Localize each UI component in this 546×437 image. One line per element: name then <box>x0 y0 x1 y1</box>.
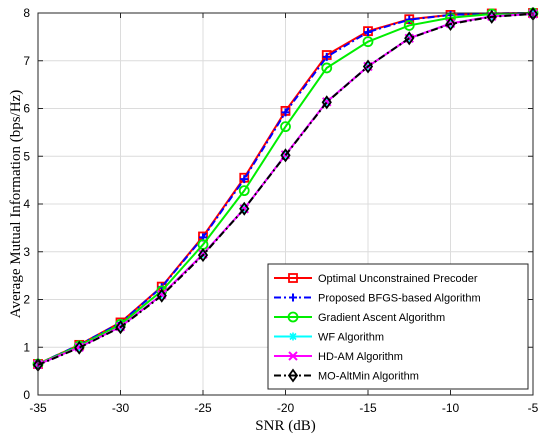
legend-marker <box>289 332 297 341</box>
y-tick-label: 7 <box>23 54 30 68</box>
data-point <box>362 36 374 48</box>
data-point <box>156 288 167 303</box>
series-layer <box>32 6 539 372</box>
y-tick-label: 2 <box>23 293 30 307</box>
y-tick-label: 1 <box>23 340 30 354</box>
y-tick-label: 5 <box>23 149 30 163</box>
data-point <box>403 20 415 31</box>
x-tick-label: -30 <box>112 401 130 415</box>
legend-label: HD-AM Algorithm <box>318 351 403 363</box>
legend-item: Gradient Ascent Algorithm <box>274 311 445 324</box>
data-point <box>321 62 333 74</box>
legend-label: Optimal Unconstrained Precoder <box>318 273 478 285</box>
series-6-group <box>32 6 539 372</box>
x-tick-label: -35 <box>29 401 47 415</box>
y-tick-label: 6 <box>23 102 30 116</box>
data-point <box>238 185 250 197</box>
x-tick-label: -5 <box>528 401 539 415</box>
y-tick-label: 3 <box>23 245 30 259</box>
x-tick-label: -25 <box>194 401 212 415</box>
series-line <box>37 12 534 366</box>
data-point <box>322 52 331 61</box>
x-tick-label: -15 <box>359 401 377 415</box>
data-point <box>321 95 332 110</box>
y-axis-label: Average Mutual Information (bps/Hz) <box>8 90 24 318</box>
legend-label: Proposed BFGS-based Algorithm <box>318 293 481 305</box>
data-point <box>74 340 85 355</box>
data-point <box>405 15 414 24</box>
data-point <box>197 248 209 263</box>
axis-ticks: -35 -30 -25 -20 -15 -10 -5 0 1 2 3 4 5 6 7 8 <box>23 6 538 415</box>
legend-label: WF Algorithm <box>318 332 384 344</box>
data-point <box>362 59 374 74</box>
data-point <box>281 108 290 117</box>
legend-marker <box>287 368 299 383</box>
legend-marker <box>288 273 298 283</box>
data-point <box>486 9 497 24</box>
legend: Optimal Unconstrained Precoder Proposed B… <box>267 263 529 390</box>
x-tick-label: -10 <box>442 401 460 415</box>
y-tick-label: 0 <box>23 388 30 402</box>
legend-marker <box>287 311 299 323</box>
legend-label: MO-AltMin Algorithm <box>318 371 419 383</box>
x-tick-label: -20 <box>277 401 295 415</box>
legend-item: Proposed BFGS-based Algorithm <box>274 293 481 305</box>
legend-marker <box>289 293 297 302</box>
data-point <box>239 201 250 216</box>
x-axis-label: SNR (dB) <box>255 418 315 434</box>
legend-item: WF Algorithm <box>274 332 384 344</box>
data-point <box>115 320 126 335</box>
legend-box <box>267 263 529 390</box>
data-point <box>445 16 456 32</box>
legend-marker <box>288 351 298 361</box>
data-point <box>280 121 291 133</box>
legend-label: Gradient Ascent Algorithm <box>318 312 445 324</box>
data-point <box>240 175 249 184</box>
legend-item: MO-AltMin Algorithm <box>274 368 419 383</box>
legend-item: Optimal Unconstrained Precoder <box>274 273 478 285</box>
y-tick-label: 4 <box>23 197 30 211</box>
data-point <box>364 28 372 37</box>
data-point <box>280 148 291 163</box>
y-tick-label: 8 <box>23 6 30 20</box>
legend-item: HD-AM Algorithm <box>274 351 403 363</box>
data-point <box>404 31 415 46</box>
